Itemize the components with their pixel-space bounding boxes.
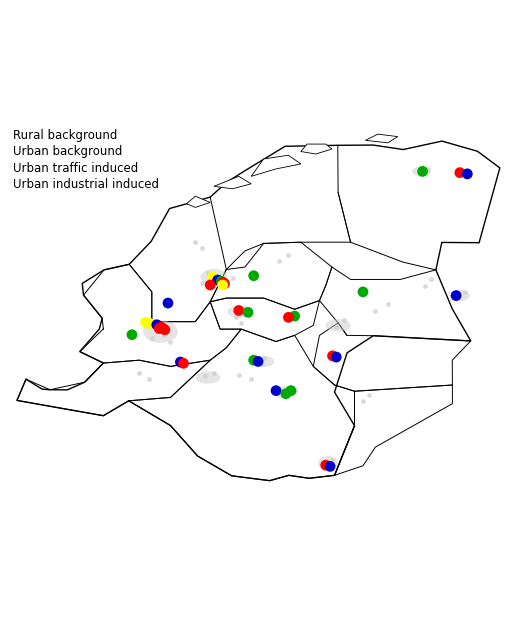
- Ellipse shape: [143, 320, 178, 343]
- Point: [284, 312, 293, 322]
- Ellipse shape: [274, 386, 296, 399]
- Polygon shape: [301, 144, 332, 154]
- Point: [128, 330, 136, 340]
- Point: [153, 320, 161, 330]
- Ellipse shape: [228, 306, 250, 318]
- Point: [321, 460, 330, 470]
- Point: [176, 357, 184, 367]
- Legend: Rural background, Urban background, Urban traffic induced, Urban industrial indu: Rural background, Urban background, Urba…: [9, 124, 164, 196]
- Point: [155, 324, 164, 333]
- Point: [234, 306, 243, 315]
- Point: [164, 298, 172, 308]
- Point: [272, 386, 280, 396]
- Polygon shape: [17, 141, 500, 481]
- Point: [250, 271, 258, 281]
- Point: [217, 276, 226, 286]
- Point: [159, 324, 167, 333]
- Ellipse shape: [326, 319, 351, 332]
- Point: [254, 356, 262, 366]
- Ellipse shape: [200, 269, 228, 285]
- Point: [456, 168, 464, 178]
- Point: [291, 311, 299, 321]
- Point: [359, 287, 367, 297]
- Point: [157, 322, 165, 332]
- Polygon shape: [251, 155, 301, 176]
- Point: [332, 352, 340, 362]
- Polygon shape: [187, 196, 210, 207]
- Point: [179, 358, 188, 368]
- Point: [146, 319, 154, 329]
- Point: [452, 291, 460, 301]
- Point: [160, 325, 169, 335]
- Point: [287, 386, 295, 396]
- Point: [141, 317, 150, 327]
- Point: [206, 280, 214, 290]
- Point: [244, 307, 252, 317]
- Ellipse shape: [195, 371, 220, 384]
- Point: [463, 169, 472, 179]
- Point: [282, 389, 290, 399]
- Point: [250, 355, 258, 365]
- Point: [208, 272, 217, 282]
- Point: [155, 321, 163, 331]
- Point: [218, 280, 227, 290]
- Point: [214, 275, 222, 285]
- Point: [220, 279, 229, 289]
- Ellipse shape: [255, 356, 274, 367]
- Point: [326, 461, 334, 471]
- Ellipse shape: [450, 290, 470, 301]
- Point: [219, 278, 227, 288]
- Point: [418, 166, 427, 176]
- Ellipse shape: [318, 456, 338, 471]
- Point: [328, 351, 337, 361]
- Polygon shape: [365, 134, 398, 143]
- Ellipse shape: [412, 166, 431, 176]
- Polygon shape: [214, 176, 251, 189]
